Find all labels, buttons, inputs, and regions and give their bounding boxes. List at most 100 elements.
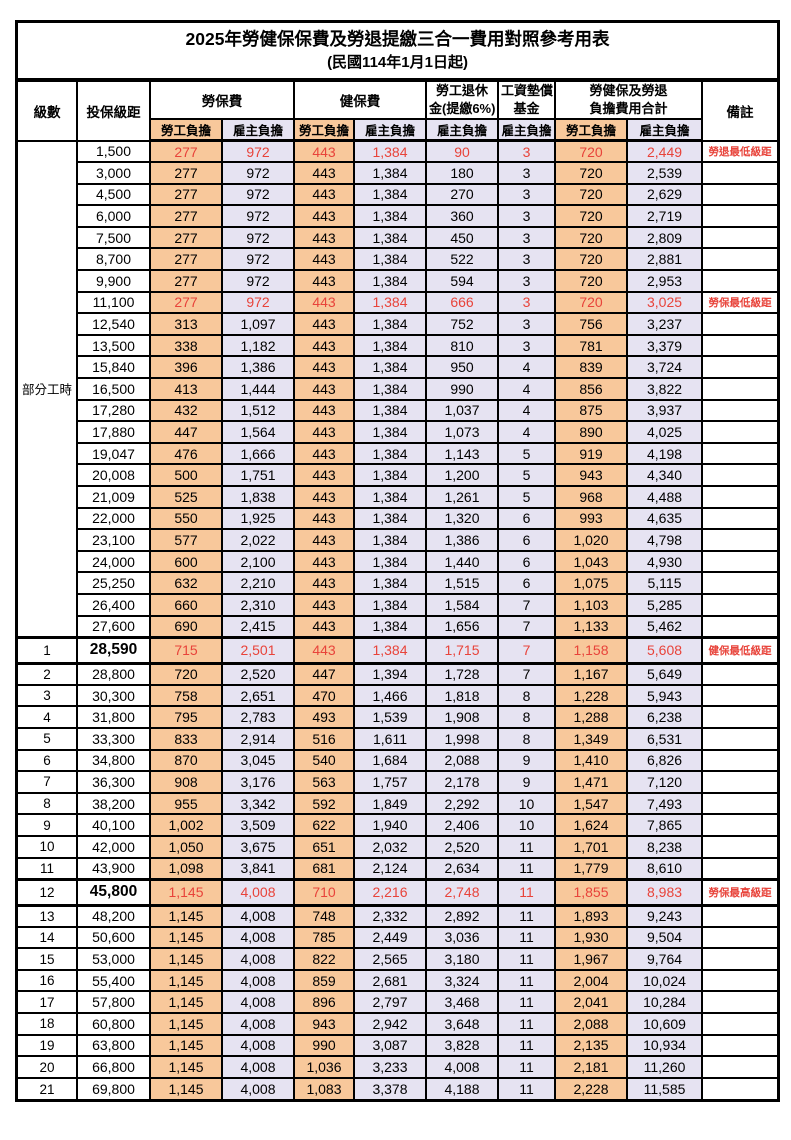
labor-fee-employee-cell: 758 [149, 683, 223, 708]
remark-cell [701, 791, 778, 816]
health-fee-employee-cell: 540 [293, 748, 355, 773]
health-fee-employer-cell: 1,384 [353, 420, 427, 444]
health-fee-employer-cell: 1,684 [353, 748, 427, 773]
total-employee-cell: 1,103 [554, 592, 628, 617]
remark-cell [701, 947, 778, 971]
remark-cell [701, 463, 778, 487]
remark-cell [701, 549, 778, 574]
subheader-pension-employer: 雇主負擔 [425, 118, 499, 142]
reference-sheet: 2025年勞健保保費及勞退提繳三合一費用對照參考用表 (民國114年1月1日起)… [15, 20, 780, 1103]
labor-fee-employer-cell: 2,651 [221, 683, 295, 708]
total-employee-cell: 1,779 [554, 856, 628, 881]
health-fee-employer-cell: 3,087 [353, 1033, 427, 1058]
health-fee-employee-cell: 443 [293, 614, 355, 639]
table-row: 13 48,200 1,145 4,008 748 2,332 2,892 11 1,893 9,… [18, 904, 778, 928]
total-employee-cell: 968 [554, 485, 628, 509]
table-row: 27,600 690 2,415 443 1,384 1,656 7 1,133 5,462 [18, 614, 778, 639]
health-fee-employer-cell: 1,384 [353, 355, 427, 380]
level-cell: 17 [18, 990, 78, 1015]
wage-fund-employer-cell: 7 [497, 662, 556, 686]
wage-fund-employer-cell: 3 [497, 182, 556, 207]
bracket-cell: 50,600 [76, 925, 151, 950]
total-employee-cell: 1,075 [554, 571, 628, 595]
table-row: 18 60,800 1,145 4,008 943 2,942 3,648 11 2,088 10… [18, 1012, 778, 1036]
total-employee-cell: 943 [554, 463, 628, 487]
bracket-cell: 53,000 [76, 947, 151, 971]
labor-fee-employer-cell: 2,783 [221, 705, 295, 729]
level-cell: 20 [18, 1055, 78, 1079]
level-cell: 9 [18, 813, 78, 837]
total-employer-cell: 7,120 [625, 770, 704, 794]
total-employer-cell: 5,608 [625, 635, 704, 665]
level-cell: 7 [18, 770, 78, 794]
bracket-cell: 28,590 [76, 635, 151, 665]
table-row: 7,500 277 972 443 1,384 450 3 720 2,809 [18, 225, 778, 250]
labor-fee-employer-cell: 972 [221, 139, 295, 164]
total-employee-cell: 756 [554, 312, 628, 336]
remark-cell [701, 1033, 778, 1058]
total-employee-cell: 1,158 [554, 635, 628, 665]
health-fee-employee-cell: 443 [293, 204, 355, 228]
total-employee-cell: 1,930 [554, 925, 628, 950]
total-employer-cell: 3,822 [625, 377, 704, 401]
health-fee-employer-cell: 1,384 [353, 204, 427, 228]
table-row: 5 33,300 833 2,914 516 1,611 1,998 8 1,349 6,531 [18, 726, 778, 751]
pension-employer-cell: 3,036 [425, 925, 499, 950]
wage-fund-employer-cell: 6 [497, 506, 556, 531]
bracket-cell: 38,200 [76, 791, 151, 816]
remark-cell [701, 506, 778, 531]
labor-fee-employer-cell: 1,564 [221, 420, 295, 444]
total-employer-cell: 5,943 [625, 683, 704, 708]
health-fee-employer-cell: 1,384 [353, 592, 427, 617]
health-fee-employer-cell: 1,384 [353, 377, 427, 401]
table-row: 12 45,800 1,145 4,008 710 2,216 2,748 11 1,855 8,… [18, 877, 778, 907]
header-wage-fund: 工資墊償 基金 [497, 80, 556, 120]
labor-fee-employer-cell: 972 [221, 269, 295, 293]
pension-employer-cell: 1,261 [425, 485, 499, 509]
labor-fee-employer-cell: 2,210 [221, 571, 295, 595]
level-cell: 12 [18, 877, 78, 907]
labor-fee-employee-cell: 277 [149, 182, 223, 207]
bracket-cell: 30,300 [76, 683, 151, 708]
total-employer-cell: 8,983 [625, 877, 704, 907]
health-fee-employer-cell: 1,384 [353, 398, 427, 423]
labor-fee-employer-cell: 972 [221, 290, 295, 315]
bracket-cell: 25,250 [77, 571, 151, 595]
pension-employer-cell: 1,728 [425, 662, 499, 686]
wage-fund-employer-cell: 8 [497, 683, 556, 708]
health-fee-employee-cell: 493 [293, 705, 355, 729]
labor-fee-employee-cell: 1,145 [149, 925, 223, 950]
labor-fee-employer-cell: 4,008 [221, 1055, 295, 1079]
remark-cell [701, 904, 778, 928]
pension-employer-cell: 950 [425, 355, 499, 380]
wage-fund-employer-cell: 3 [497, 312, 556, 336]
health-fee-employee-cell: 443 [293, 377, 355, 401]
labor-fee-employer-cell: 1,925 [221, 506, 295, 531]
level-cell: 18 [18, 1012, 78, 1036]
total-employer-cell: 3,937 [625, 398, 704, 423]
table-row: 19,047 476 1,666 443 1,384 1,143 5 919 4,198 [18, 441, 778, 466]
remark-cell [701, 748, 778, 773]
labor-fee-employer-cell: 4,008 [221, 877, 295, 907]
table-row: 24,000 600 2,100 443 1,384 1,440 6 1,043 4,930 [18, 549, 778, 574]
total-employer-cell: 3,025 [625, 290, 704, 315]
labor-fee-employee-cell: 1,145 [149, 1076, 223, 1100]
wage-fund-employer-cell: 11 [497, 968, 556, 993]
total-employee-cell: 2,088 [554, 1012, 628, 1036]
health-fee-employer-cell: 1,384 [353, 312, 427, 336]
health-fee-employer-cell: 2,942 [353, 1012, 427, 1036]
health-fee-employee-cell: 896 [293, 990, 355, 1015]
labor-fee-employee-cell: 600 [149, 549, 223, 574]
labor-fee-employer-cell: 1,182 [221, 333, 295, 358]
total-employee-cell: 720 [554, 269, 628, 293]
labor-fee-employee-cell: 277 [149, 269, 223, 293]
table-row: 21 69,800 1,145 4,008 1,083 3,378 4,188 11 2,228… [18, 1076, 778, 1100]
wage-fund-employer-cell: 4 [497, 398, 556, 423]
labor-fee-employer-cell: 3,509 [221, 813, 295, 837]
total-employee-cell: 720 [554, 247, 628, 272]
wage-fund-employer-cell: 5 [497, 463, 556, 487]
wage-fund-employer-cell: 3 [497, 139, 556, 164]
total-employee-cell: 2,135 [554, 1033, 628, 1058]
health-fee-employer-cell: 1,539 [353, 705, 427, 729]
wage-fund-employer-cell: 9 [497, 748, 556, 773]
